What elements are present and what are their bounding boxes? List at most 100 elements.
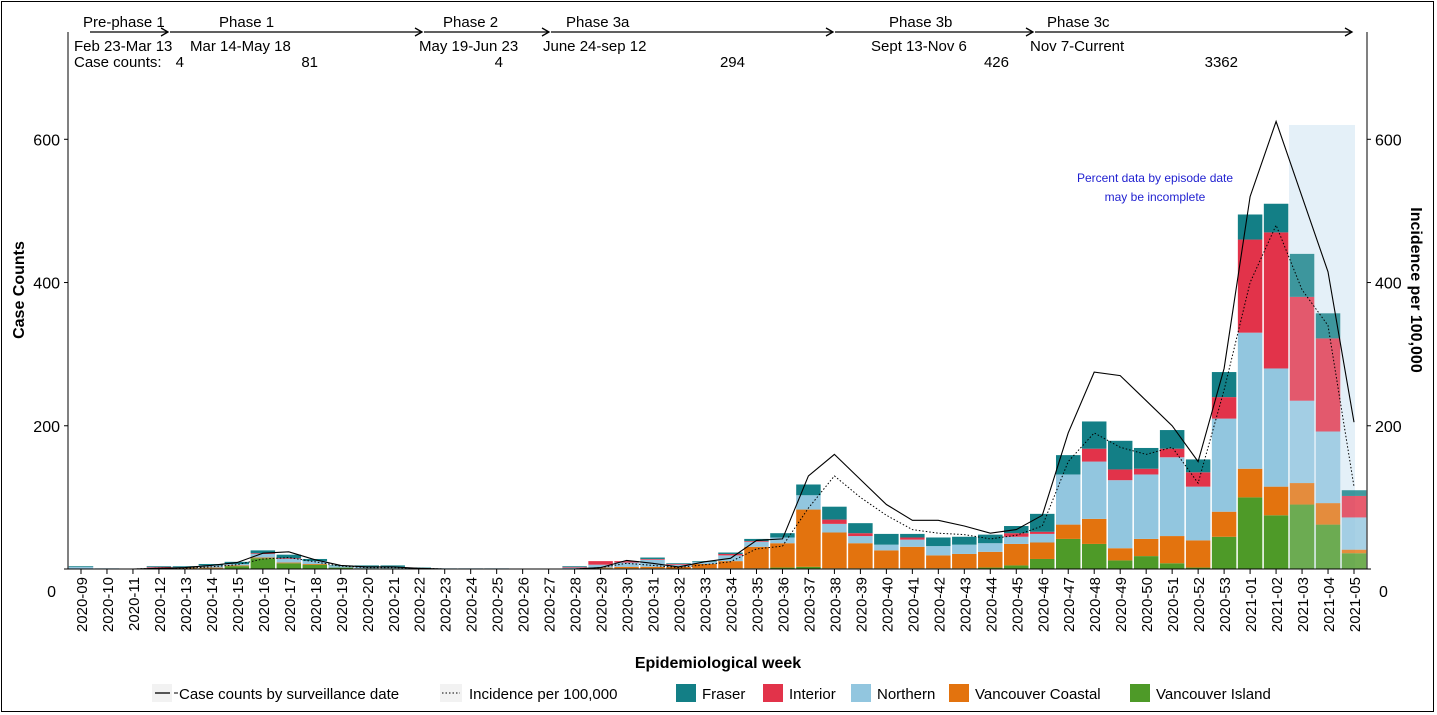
x-tick-label: 2020-37 xyxy=(801,577,818,632)
bar-northern-2020-52 xyxy=(1185,486,1211,541)
bar-northern-2020-38 xyxy=(822,523,847,533)
legend-swatch-northern xyxy=(851,684,871,702)
bar-interior-2020-17 xyxy=(276,558,302,559)
bar-interior-2020-34 xyxy=(718,553,743,556)
phase-label: Phase 1 xyxy=(219,14,274,31)
bar-northern-2020-21 xyxy=(380,566,405,569)
x-tick-label: 2020-30 xyxy=(620,577,637,632)
bar-northern-2020-50 xyxy=(1133,474,1159,539)
x-tick-label: 2021-03 xyxy=(1295,577,1312,632)
phase-dates: Mar 14-May 18 xyxy=(190,38,291,55)
legend-swatch-interior xyxy=(763,684,783,702)
bar-fraser-2020-39 xyxy=(848,523,873,534)
phase-label: Phase 3c xyxy=(1047,14,1110,31)
bar-fraser-2020-14 xyxy=(198,563,224,566)
bar-interior-2020-49 xyxy=(1107,469,1133,481)
x-tick-label: 2020-39 xyxy=(853,577,870,632)
bar-fraser-2020-49 xyxy=(1107,440,1133,470)
phase-count: 4 xyxy=(176,54,184,71)
phase-label: Phase 3b xyxy=(889,14,952,31)
bar-fraser-2020-21 xyxy=(380,565,405,567)
bar-vancouver-coastal-2020-42 xyxy=(926,555,951,569)
legend-dotted-line-icon xyxy=(440,684,462,702)
phase-label: Phase 3a xyxy=(566,14,630,31)
bar-vancouver-coastal-2020-53 xyxy=(1211,511,1237,537)
phase-arrowhead xyxy=(414,27,424,37)
bar-vancouver-coastal-2020-52 xyxy=(1185,540,1211,568)
bar-northern-2021-05 xyxy=(1341,517,1367,550)
bar-northern-2020-28 xyxy=(562,567,587,569)
phase-dates: Sept 13-Nov 6 xyxy=(871,38,967,55)
x-tick-label: 2020-31 xyxy=(646,577,663,632)
bar-fraser-2020-38 xyxy=(822,506,847,520)
bar-vancouver-coastal-2020-46 xyxy=(1030,542,1055,559)
bar-interior-2020-31 xyxy=(640,558,665,560)
bar-interior-2020-35 xyxy=(744,541,769,542)
x-tick-label: 2020-20 xyxy=(360,577,377,632)
bar-northern-2020-51 xyxy=(1159,457,1185,537)
legend-label-case-counts: Case counts by surveillance date xyxy=(179,686,399,703)
bar-fraser-2020-51 xyxy=(1159,430,1185,449)
x-tick-label: 2021-01 xyxy=(1243,577,1260,632)
x-tick-label: 2020-42 xyxy=(931,577,948,632)
bar-fraser-2020-12 xyxy=(146,566,172,567)
bar-fraser-2020-32 xyxy=(666,563,691,564)
bar-fraser-2020-36 xyxy=(770,533,795,538)
bar-vancouver-island-2020-37 xyxy=(796,566,821,569)
bar-northern-2020-16 xyxy=(250,553,276,558)
bar-fraser-2020-31 xyxy=(640,557,665,559)
incomplete-note-line: Percent data by episode date xyxy=(1077,171,1233,185)
bar-vancouver-coastal-2020-41 xyxy=(900,546,925,569)
phase-count: 81 xyxy=(301,54,318,71)
phase-count: 426 xyxy=(984,54,1009,71)
bar-northern-2020-49 xyxy=(1107,480,1133,549)
bar-northern-2020-36 xyxy=(770,537,795,544)
x-tick-label: 2020-21 xyxy=(386,577,403,632)
bar-vancouver-coastal-2021-03 xyxy=(1289,483,1315,505)
bar-interior-2020-30 xyxy=(614,561,639,563)
bar-interior-2021-05 xyxy=(1341,495,1367,518)
bar-fraser-2020-40 xyxy=(874,533,899,545)
bar-vancouver-coastal-2020-33 xyxy=(692,563,717,569)
case-counts-prefix: Case counts: xyxy=(74,54,162,71)
bar-interior-2020-41 xyxy=(900,537,925,540)
bar-vancouver-coastal-2020-18 xyxy=(302,563,328,565)
x-tick-label: 2020-22 xyxy=(412,577,429,632)
phase-dates: May 19-Jun 23 xyxy=(419,38,518,55)
bar-northern-2020-39 xyxy=(848,536,873,544)
bar-northern-2020-29 xyxy=(588,564,613,568)
bar-vancouver-coastal-2020-38 xyxy=(822,532,847,569)
bar-northern-2020-43 xyxy=(952,544,977,554)
bar-interior-2020-48 xyxy=(1081,448,1107,462)
bar-vancouver-island-2020-18 xyxy=(302,564,328,569)
x-tick-label: 2020-33 xyxy=(698,577,715,632)
x-tick-label: 2020-15 xyxy=(230,577,247,632)
bar-vancouver-island-2021-05 xyxy=(1341,553,1367,569)
x-tick-label: 2020-41 xyxy=(905,577,922,632)
bar-vancouver-coastal-2020-30 xyxy=(614,566,639,569)
bar-vancouver-island-2021-04 xyxy=(1315,524,1341,569)
x-tick-label: 2020-52 xyxy=(1191,577,1208,632)
x-tick-label: 2020-38 xyxy=(827,577,844,632)
bar-vancouver-island-2020-36 xyxy=(770,567,795,569)
bar-northern-2020-42 xyxy=(926,546,951,556)
legend-label-interior: Interior xyxy=(789,686,836,703)
bar-vancouver-coastal-2020-36 xyxy=(770,543,795,568)
bar-northern-2020-53 xyxy=(1211,418,1237,512)
bar-vancouver-coastal-2020-34 xyxy=(718,561,743,569)
bar-interior-2020-29 xyxy=(588,561,613,565)
bar-northern-2020-19 xyxy=(328,566,354,568)
x-tick-label: 2020-45 xyxy=(1009,577,1026,632)
bar-vancouver-island-2020-15 xyxy=(224,566,250,569)
x-tick-label: 2020-26 xyxy=(516,577,533,632)
bar-northern-2021-04 xyxy=(1315,431,1341,504)
bar-northern-2020-17 xyxy=(276,558,302,563)
phase-dates: Feb 23-Mar 13 xyxy=(74,38,172,55)
bar-vancouver-island-2020-49 xyxy=(1107,560,1133,569)
bar-northern-2020-32 xyxy=(666,564,691,567)
x-tick-label: 2020-32 xyxy=(672,577,689,632)
y2-tick-label: 400 xyxy=(1375,276,1402,293)
bar-fraser-2020-42 xyxy=(926,537,951,547)
bar-northern-2020-41 xyxy=(900,539,925,547)
y-tick-label: 600 xyxy=(33,132,60,149)
